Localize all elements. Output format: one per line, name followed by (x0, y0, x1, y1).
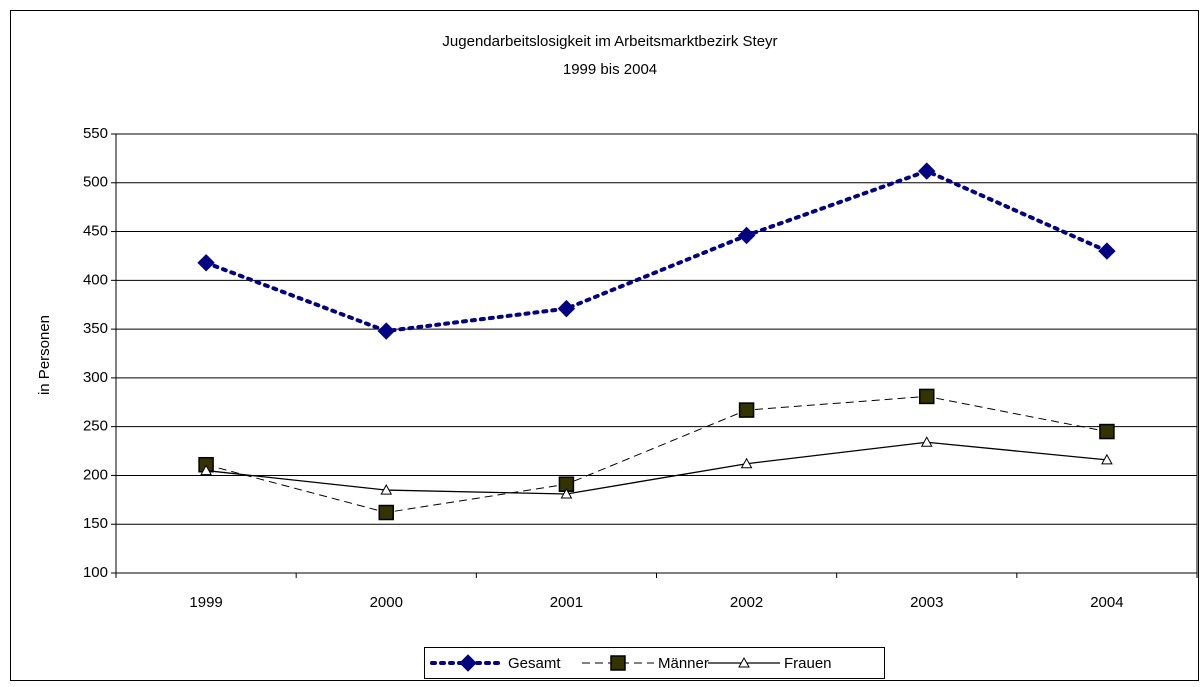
marker (380, 484, 393, 495)
marker (378, 504, 394, 521)
marker (560, 487, 573, 499)
y-tick-label: 150 (83, 515, 108, 532)
y-tick-label: 550 (83, 125, 108, 142)
marker (557, 299, 576, 318)
marker (1101, 453, 1113, 465)
series-line (206, 441, 1107, 495)
legend-label: Frauen (784, 655, 832, 672)
marker (918, 162, 936, 180)
series-line (205, 395, 1108, 514)
series-line (204, 168, 1109, 334)
y-tick-label: 500 (83, 174, 108, 191)
marker (920, 436, 933, 447)
x-tick-label: 2002 (730, 594, 763, 611)
y-tick-label: 350 (83, 320, 108, 337)
chart-subtitle: 1999 bis 2004 (563, 61, 657, 78)
marker (1099, 423, 1115, 440)
x-tick-label: 2004 (1090, 594, 1123, 611)
chart-title: Jugendarbeitslosigkeit im Arbeitsmarktbe… (442, 33, 777, 50)
marker (1098, 242, 1116, 260)
legend-label: Männer (658, 655, 709, 672)
y-tick-label: 250 (83, 418, 108, 435)
x-tick-label: 2003 (910, 594, 943, 611)
chart-border (10, 10, 1199, 681)
x-tick-label: 1999 (189, 594, 222, 611)
y-tick-label: 450 (83, 223, 108, 240)
legend-box (424, 647, 885, 679)
marker (740, 457, 753, 469)
marker (919, 388, 935, 405)
marker (737, 226, 756, 245)
legend-marker (738, 656, 750, 668)
legend-label: Gesamt (508, 655, 561, 672)
legend-marker (610, 655, 626, 671)
y-tick-label: 100 (83, 564, 108, 581)
marker (200, 464, 212, 476)
x-tick-label: 2001 (550, 594, 583, 611)
marker (197, 254, 215, 272)
y-tick-label: 300 (83, 369, 108, 386)
y-tick-label: 400 (83, 271, 108, 288)
legend-marker (459, 654, 477, 672)
y-axis-label: in Personen (36, 315, 53, 395)
x-tick-label: 2000 (370, 594, 403, 611)
y-tick-label: 200 (83, 466, 108, 483)
marker (738, 402, 755, 418)
marker (377, 322, 395, 340)
